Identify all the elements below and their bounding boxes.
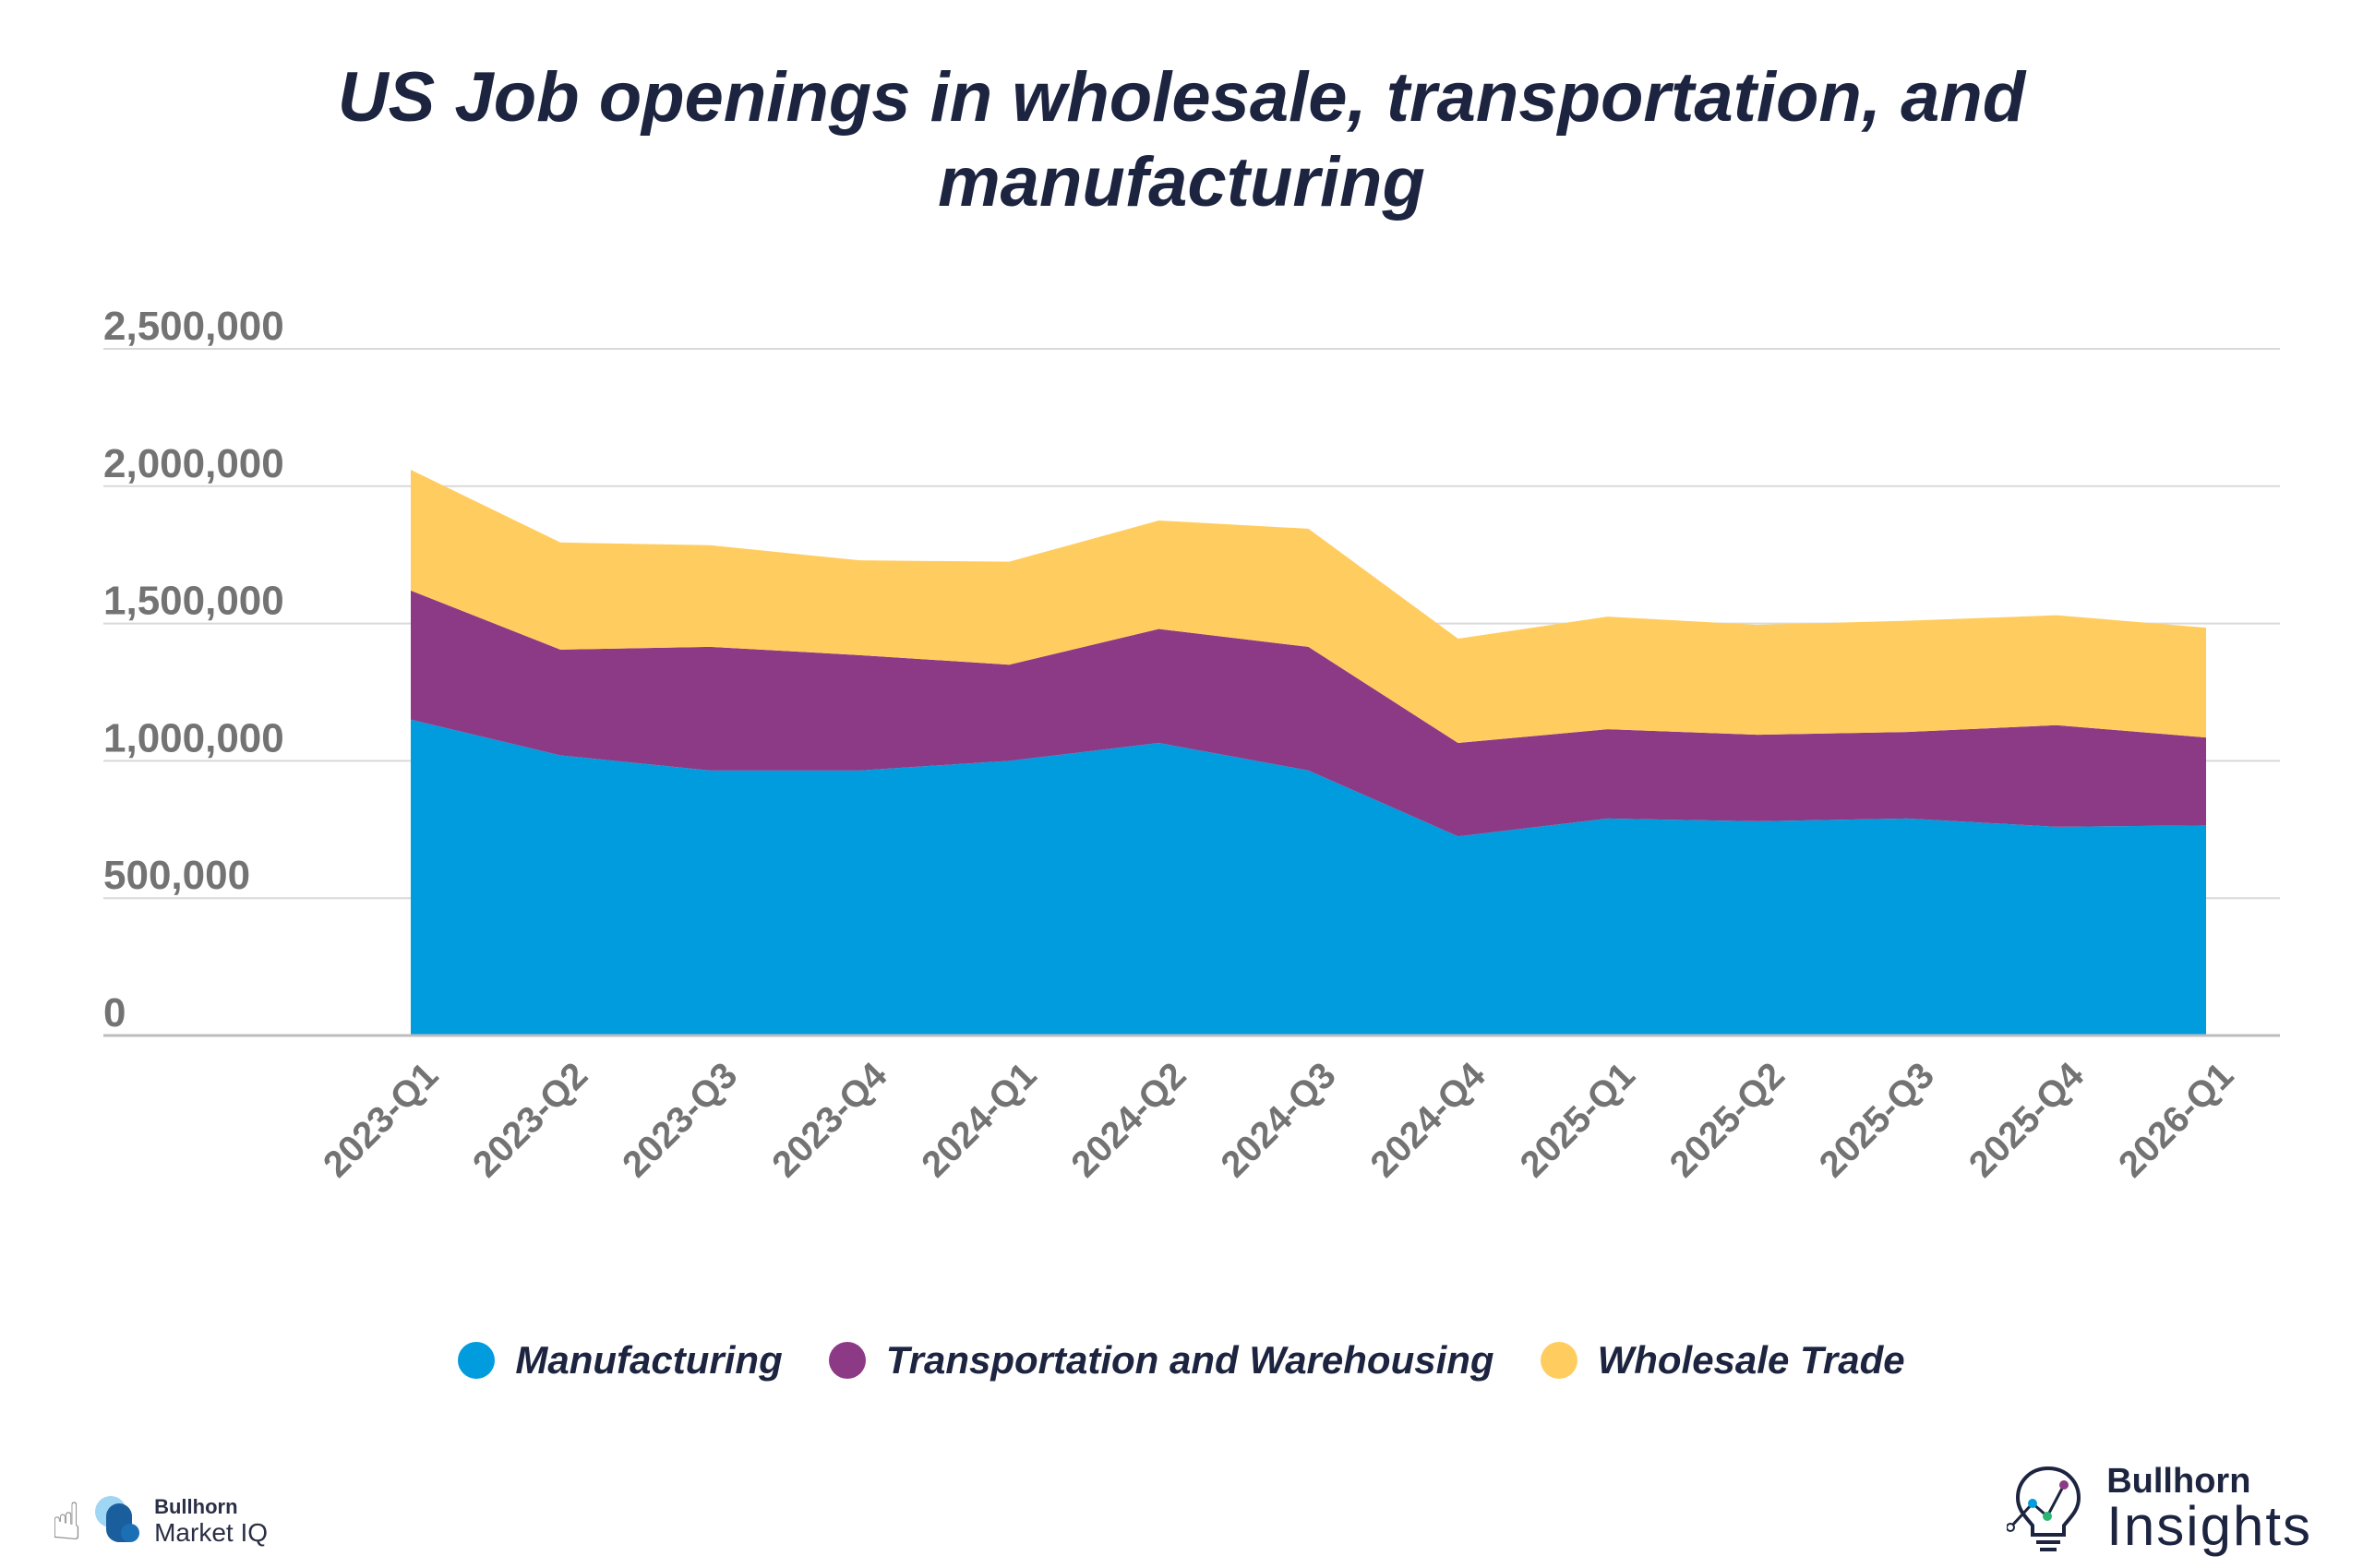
x-tick-label: 2024-Q4 <box>1363 1055 1494 1186</box>
legend-item-wholesale[interactable]: Wholesale Trade <box>1540 1338 1905 1382</box>
hand-pointer-icon: ☝ <box>51 1491 83 1550</box>
logo-right-line1: Bullhorn <box>2106 1462 2251 1501</box>
y-tick-label: 1,000,000 <box>103 715 284 760</box>
market-iq-logo-mark <box>95 1495 141 1548</box>
y-axis-labels: 0 500,000 1,000,000 1,500,000 2,000,000 2,500… <box>103 304 284 1035</box>
y-tick-label: 500,000 <box>103 853 250 898</box>
legend: Manufacturing Transportation and Warehou… <box>0 1338 2363 1382</box>
legend-label: Wholesale Trade <box>1597 1338 1905 1382</box>
bullhorn-insights-logo: Bullhorn Insights <box>2007 1463 2312 1555</box>
legend-item-transportation[interactable]: Transportation and Warehousing <box>828 1338 1494 1382</box>
chart-title: US Job openings in wholesale, transporta… <box>337 58 2026 221</box>
bullhorn-market-iq-logo: ☝ Bullhorn Market IQ <box>51 1495 268 1548</box>
y-tick-label: 2,000,000 <box>103 441 284 486</box>
logo-left-line2: Market IQ <box>154 1518 269 1548</box>
x-tick-label: 2025-Q1 <box>1513 1055 1643 1185</box>
logo-right-line2: Insights <box>2106 1495 2312 1557</box>
legend-item-manufacturing[interactable]: Manufacturing <box>458 1338 783 1382</box>
stacked-areas <box>411 469 2206 1035</box>
legend-swatch-manufacturing <box>458 1342 496 1379</box>
legend-swatch-transportation <box>828 1342 866 1379</box>
x-tick-label: 2025-Q4 <box>1961 1055 2093 1186</box>
x-tick-label: 2025-Q3 <box>1812 1055 1942 1185</box>
x-tick-label: 2023-Q4 <box>764 1055 895 1186</box>
legend-label: Transportation and Warehousing <box>885 1338 1494 1382</box>
y-tick-label: 0 <box>103 990 126 1035</box>
logo-left-line1: Bullhorn <box>154 1495 238 1518</box>
x-tick-label: 2026-Q1 <box>2111 1055 2241 1185</box>
x-axis-labels: 2023-Q1 2023-Q2 2023-Q3 2023-Q4 2024-Q1 2024-… <box>316 1055 2241 1186</box>
area-chart: 0 500,000 1,000,000 1,500,000 2,000,000 2,500… <box>103 304 2280 1186</box>
y-tick-label: 2,500,000 <box>103 304 284 349</box>
x-tick-label: 2024-Q2 <box>1063 1055 1193 1185</box>
legend-label: Manufacturing <box>515 1338 783 1382</box>
area-manufacturing <box>411 719 2206 1035</box>
x-tick-label: 2023-Q3 <box>615 1055 745 1185</box>
lightbulb-icon <box>2007 1466 2081 1551</box>
x-tick-label: 2024-Q1 <box>914 1055 1044 1185</box>
legend-swatch-wholesale <box>1540 1342 1577 1379</box>
area-wholesale <box>411 469 2206 744</box>
x-tick-label: 2023-Q1 <box>316 1055 446 1185</box>
x-tick-label: 2024-Q3 <box>1213 1055 1343 1185</box>
x-tick-label: 2023-Q2 <box>465 1055 595 1185</box>
area-transportation <box>411 590 2206 837</box>
x-tick-label: 2025-Q2 <box>1662 1055 1793 1185</box>
y-tick-label: 1,500,000 <box>103 579 284 624</box>
